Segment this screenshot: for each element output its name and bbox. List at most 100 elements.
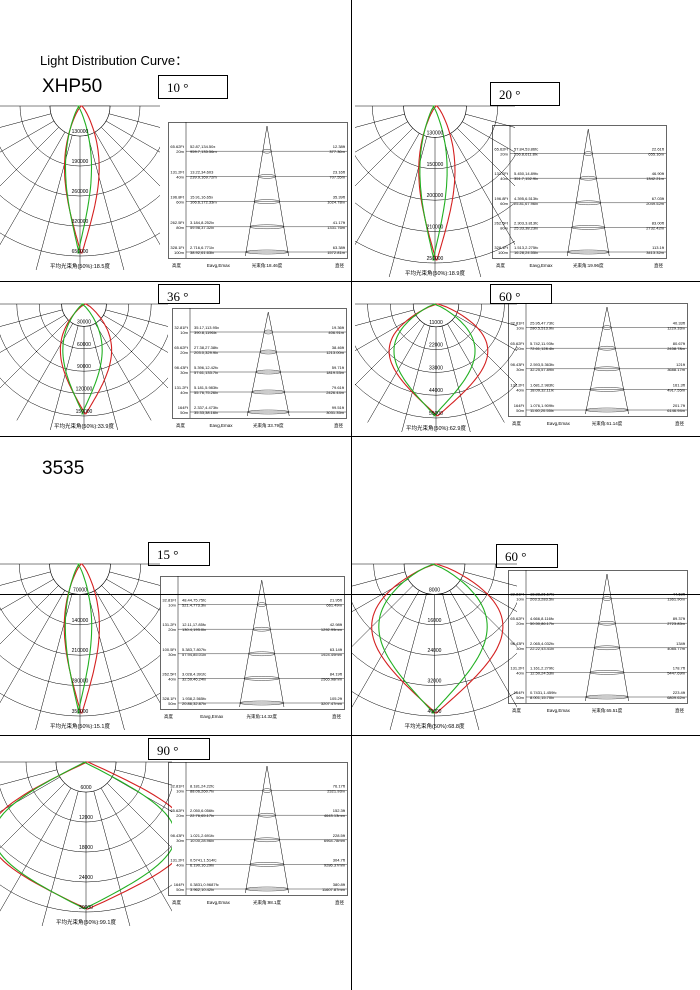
row-height-m: 30m (176, 838, 184, 843)
cone-ellipse (258, 174, 276, 179)
cone-ellipse (245, 249, 289, 255)
curve-red (63, 563, 100, 714)
cone-edge-left (247, 311, 269, 417)
polar-ring-label: 33000 (429, 365, 443, 371)
polar-ring-label: 16000 (428, 618, 442, 624)
row-diam: 12.38ft (333, 144, 346, 149)
row-eavg: 1.938,2.565fc (182, 696, 206, 701)
row-height: 131.2Ft (162, 622, 176, 627)
polar-ring-label: 8000 (429, 587, 440, 593)
angle-box-3535-90: 90 ° (148, 738, 210, 760)
model-label-3535: 3535 (42, 458, 85, 479)
table-footer-text: Eavg,Emax (209, 423, 233, 428)
cone-ellipse (567, 249, 610, 255)
row-emax: 203.0,329.9lx (194, 350, 218, 355)
cone-ellipse (255, 369, 282, 375)
table-footer-text: 高度 (172, 899, 181, 906)
row-height-m: 50m (180, 410, 188, 415)
cone-edge-right (266, 765, 289, 894)
row-height: 164Ft (514, 690, 525, 695)
polar-diagram-3535-60: 8000 16000 24000 32000 40000 平均光束角(50%):68.8度 (352, 563, 517, 730)
polar-arc (0, 232, 160, 257)
row-height-m: 20m (176, 149, 184, 154)
curve-red (418, 105, 456, 261)
row-height-m: 40m (168, 676, 176, 681)
cone-edge-left (567, 128, 589, 257)
polar-ring-label: 70000 (73, 587, 87, 593)
polar-ring-label: 55000 (429, 411, 443, 417)
polar-diagram-xhp50-20: 130000 150000 200000 210000 250000 平均光束角(50%)… (355, 105, 515, 277)
row-diam-m: 3413.32m (646, 250, 664, 255)
table-footer-text: 光束角:65.51度 (592, 707, 623, 714)
cone-edge-left (239, 579, 262, 708)
cone-ellipse (589, 670, 625, 675)
table-footer-text: 直径 (335, 262, 344, 268)
row-diam: 161.3ft (673, 382, 686, 387)
row-diam-m: 1572.81m (327, 250, 345, 255)
table-footer-text: Eavg,Emax (200, 714, 224, 719)
row-diam: 201.7ft (673, 403, 686, 408)
table-footer-text: 光束角:61.14度 (592, 420, 623, 427)
row-eavg: 4.395,6.513fc (514, 196, 538, 201)
table-footer-text: 直径 (332, 713, 341, 719)
row-diam-m: 9286.37mm (324, 862, 346, 867)
polar-ring-label: 24000 (79, 875, 93, 881)
row-divider-3 (0, 594, 700, 595)
cone-edge-right (268, 311, 290, 417)
row-height: 65.62Ft (510, 616, 524, 621)
row-eavg: 2.593,5.363fc (530, 362, 554, 367)
row-diam-m: 1024.78m (327, 200, 345, 205)
row-height: 32.81Ft (174, 325, 188, 330)
row-height-m: 50m (516, 408, 524, 413)
row-diam-m: 707.55m (329, 174, 345, 179)
row-diam: 105.2ft (330, 696, 343, 701)
polar-cap (412, 303, 460, 328)
cone-ellipse (249, 862, 285, 867)
row-diam: 84.19ft (330, 671, 343, 676)
row-diam: 134ft (676, 641, 686, 646)
table-footer-text: Eavg,Emax (207, 263, 231, 268)
row-emax: 88.06,260.7lx (190, 789, 214, 794)
cone-ellipse (593, 366, 621, 372)
cone-ellipse (253, 199, 281, 204)
row-eavg: 52.87,134.50x (190, 144, 215, 149)
row-diam-m: 661.49m (326, 603, 342, 608)
row-height-m: 40m (516, 670, 524, 675)
row-eavg: 1.021,2.691fc (190, 833, 214, 838)
row-diam-m: 4085.77m (667, 646, 685, 651)
row-eavg: 1.513,2.275fc (514, 245, 538, 250)
cone-ellipse (585, 407, 629, 413)
row-height-m: 10m (516, 326, 524, 331)
polar-arc (38, 303, 130, 350)
row-emax: 55.76,75.26lx (194, 390, 218, 395)
row-diam-m: 1292.99mm (321, 627, 343, 632)
polar-ring-label: 210000 (72, 648, 89, 654)
row-height-m: 50m (176, 887, 184, 892)
table-footer-text: 直径 (675, 707, 684, 713)
row-diam-m: 1361.90m (667, 597, 685, 602)
row-height-m: 30m (516, 646, 524, 651)
row-height-m: 100m (174, 250, 185, 255)
row-emax: 25.81,67.96lx (514, 201, 538, 206)
curve-green (62, 303, 103, 415)
row-emax: 20.86,32.87lx (182, 701, 206, 706)
polar-ring-label: 250000 (427, 256, 444, 262)
cone-edge-left (585, 573, 608, 702)
row-height: 164Ft (178, 405, 189, 410)
row-eavg: 5.383,7.807fc (182, 647, 206, 652)
row-diam-m: 5447.69m (667, 670, 685, 675)
row-eavg: 1.681,2.983fc (530, 382, 554, 387)
row-height: 32.81Ft (510, 592, 524, 597)
table-footer-text: 直径 (334, 422, 343, 428)
curve-red (59, 303, 113, 415)
row-diam-m: 2321.93m (327, 789, 345, 794)
table-footer-text: 高度 (164, 713, 173, 720)
row-height: 65.62Ft (510, 341, 524, 346)
cone-ellipse (251, 389, 286, 395)
row-diam: 23.16ft (333, 169, 346, 174)
angle-box-xhp50-10: 10 ° (158, 75, 228, 99)
cone-ellipse (575, 200, 602, 206)
cone-edge-right (588, 128, 610, 257)
row-height-m: 30m (516, 367, 524, 372)
